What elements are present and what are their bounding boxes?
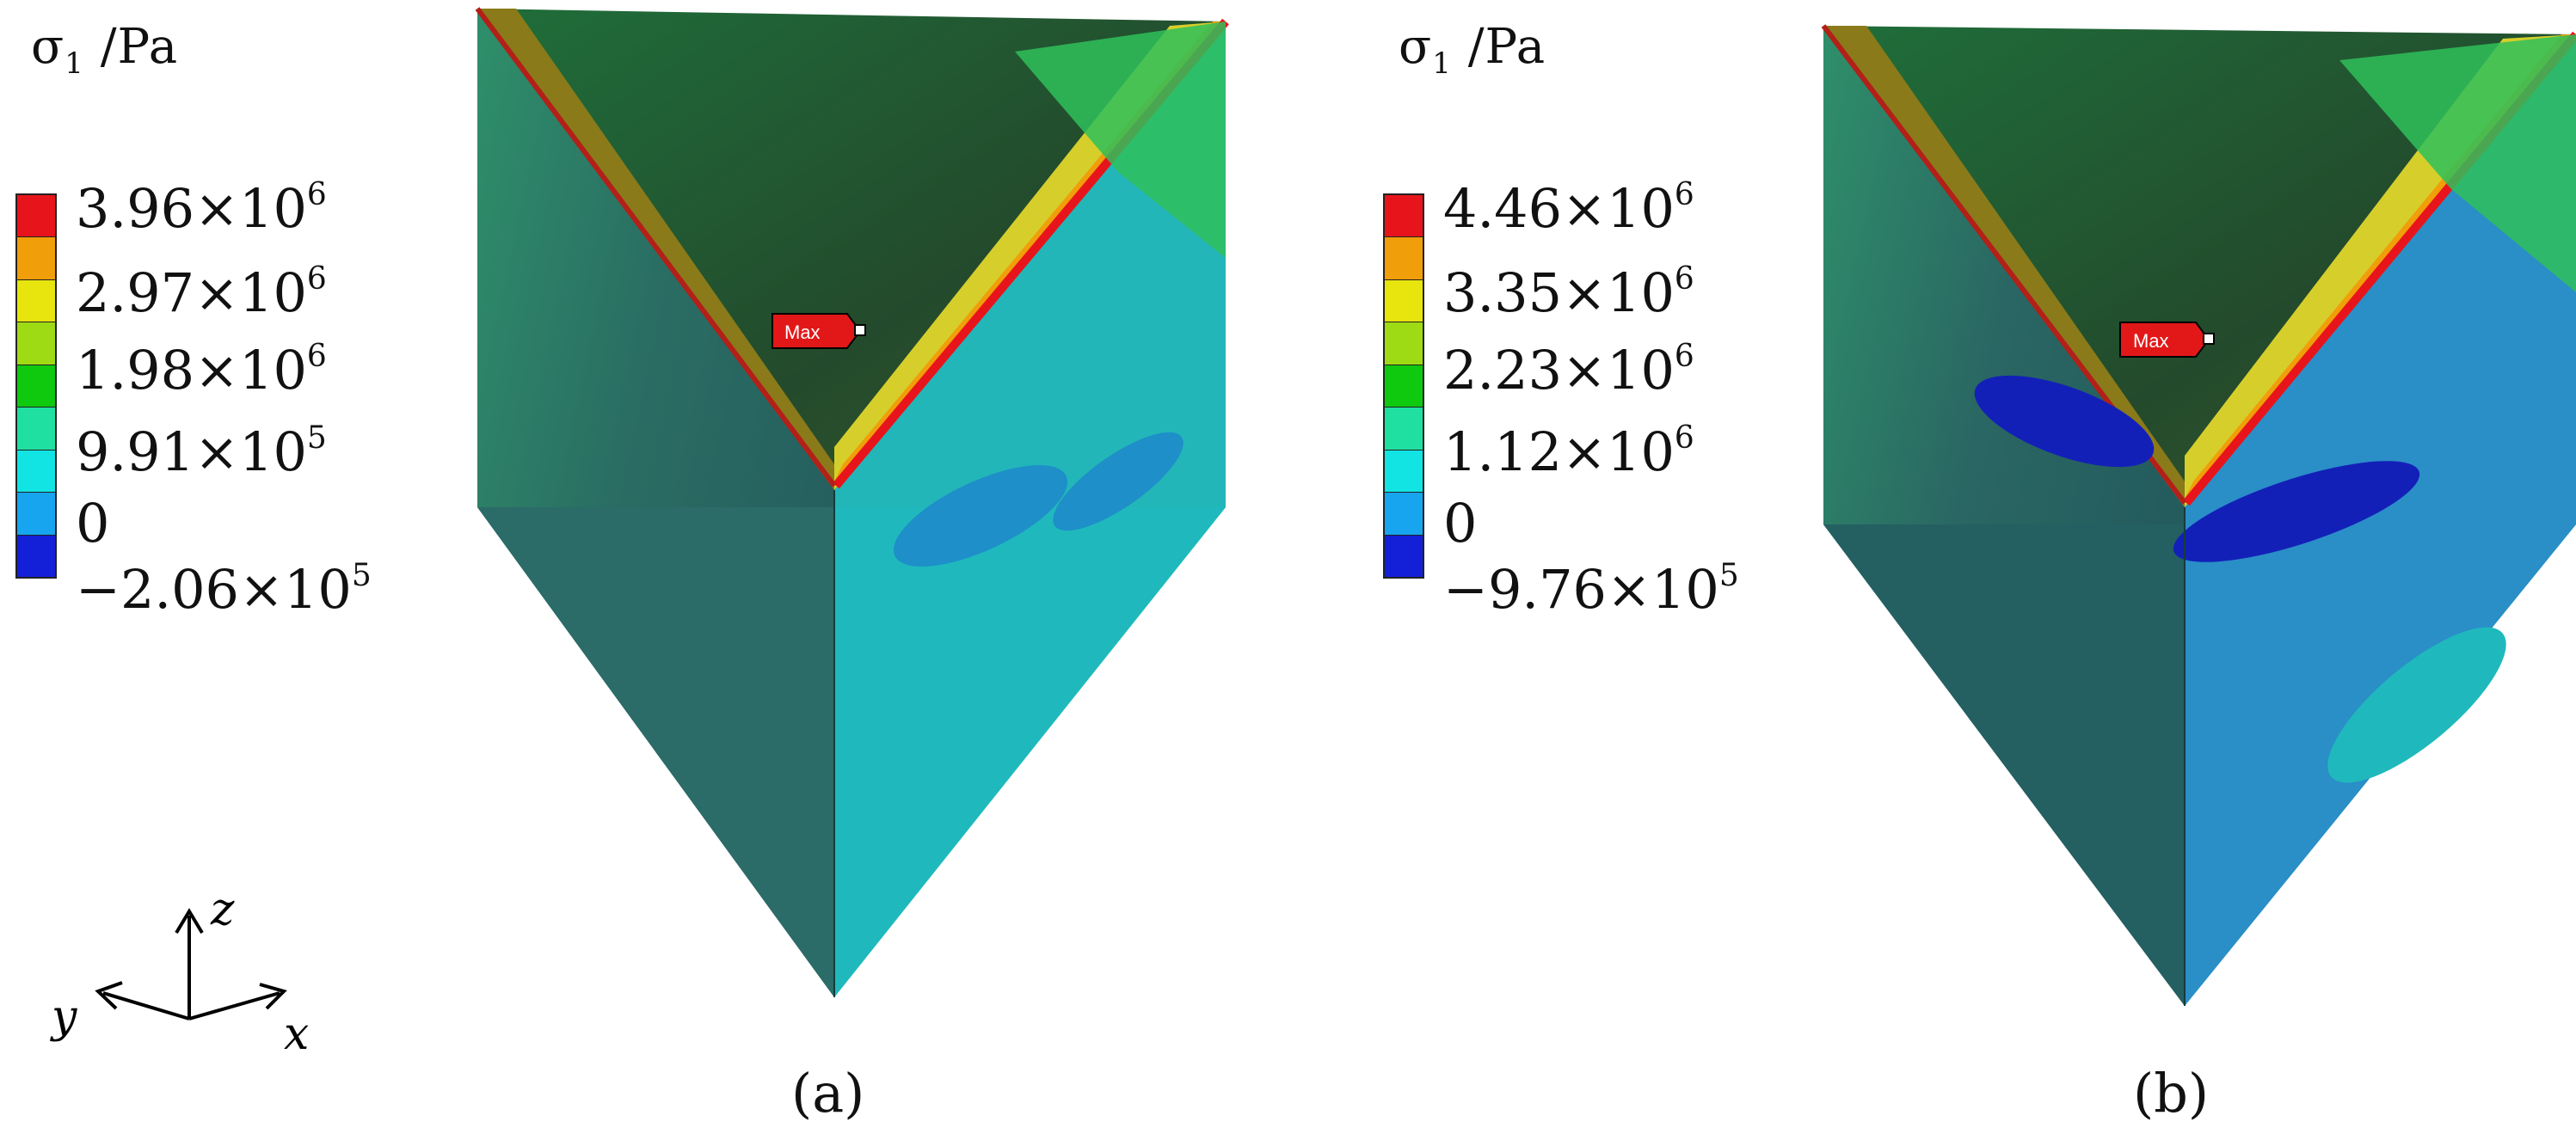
legend-tick-label: 0 — [76, 492, 110, 555]
color-scale-bar — [15, 193, 57, 579]
legend-tick-label: 2.23×106 — [1443, 339, 1694, 401]
legend-tick-label: 0 — [1443, 492, 1478, 555]
blue-patch — [893, 465, 1068, 567]
color-swatch — [17, 322, 55, 365]
green-contour — [1015, 21, 1226, 258]
left-diagonal-line — [475, 7, 837, 487]
left-face-lower — [1823, 524, 2185, 1006]
stress-contour-model: Max — [475, 7, 1229, 997]
color-swatch — [17, 279, 55, 323]
blue-patch — [1053, 432, 1183, 531]
z-axis-label: z — [210, 886, 235, 935]
compression-zone — [1974, 375, 2155, 468]
x-axis-label: x — [284, 1008, 309, 1060]
compression-zone — [2173, 461, 2420, 562]
color-swatch — [1385, 237, 1423, 280]
color-swatch — [17, 535, 55, 577]
color-swatch — [17, 450, 55, 493]
top-face — [1823, 26, 2576, 507]
color-swatch — [1385, 450, 1423, 493]
legend-tick-label: 3.96×106 — [76, 177, 327, 240]
top-face — [477, 9, 1226, 490]
max-marker: Max — [2119, 322, 2215, 358]
stress-contour-model: Max — [1821, 24, 2576, 1006]
panel-caption: (b) — [2133, 1062, 2210, 1125]
color-swatch — [17, 408, 55, 450]
legend-tick-label: 4.46×106 — [1443, 177, 1694, 240]
svg-text:Max: Max — [784, 322, 821, 343]
y-axis-label: y — [50, 991, 77, 1043]
color-swatch — [1385, 493, 1423, 536]
legend-title: σ1 /Pa — [1399, 19, 1546, 82]
legend-tick-label: 3.35×106 — [1443, 261, 1694, 324]
green-contour — [2339, 34, 2576, 292]
color-swatch — [17, 195, 55, 238]
svg-text:Max: Max — [2133, 330, 2169, 352]
max-marker: Max — [772, 313, 866, 349]
color-swatch — [1385, 365, 1423, 408]
panel-caption: (a) — [791, 1062, 865, 1125]
color-swatch — [1385, 322, 1423, 365]
color-swatch — [17, 365, 55, 408]
panel-b: σ1 /Pa 4.46×106 3.35×106 2.23×106 1.12×1… — [1368, 0, 2576, 1140]
color-swatch — [1385, 195, 1423, 238]
legend-title: σ1 /Pa — [31, 19, 179, 82]
color-swatch — [1385, 408, 1423, 450]
legend-tick-label: 1.12×106 — [1443, 420, 1694, 483]
legend-tick-label: 1.98×106 — [76, 339, 327, 401]
color-scale-bar — [1383, 193, 1424, 579]
legend-tick-label: 2.97×106 — [76, 261, 327, 324]
legend-tick-label: −2.06×105 — [76, 558, 372, 621]
color-swatch — [1385, 535, 1423, 577]
panel-a: σ1 /Pa 3.96×106 2.97×106 1.98×106 9.91×1… — [15, 7, 1229, 1125]
left-face-lower — [477, 507, 834, 997]
legend-tick-label: −9.76×105 — [1443, 558, 1739, 621]
right-face-lower — [834, 507, 1226, 997]
legend-tick-label: 9.91×105 — [76, 420, 327, 483]
color-swatch — [17, 493, 55, 536]
color-swatch — [1385, 279, 1423, 323]
coordinate-axes: z y x — [50, 886, 309, 1060]
color-swatch — [17, 237, 55, 280]
cyan-patch — [2327, 627, 2506, 783]
